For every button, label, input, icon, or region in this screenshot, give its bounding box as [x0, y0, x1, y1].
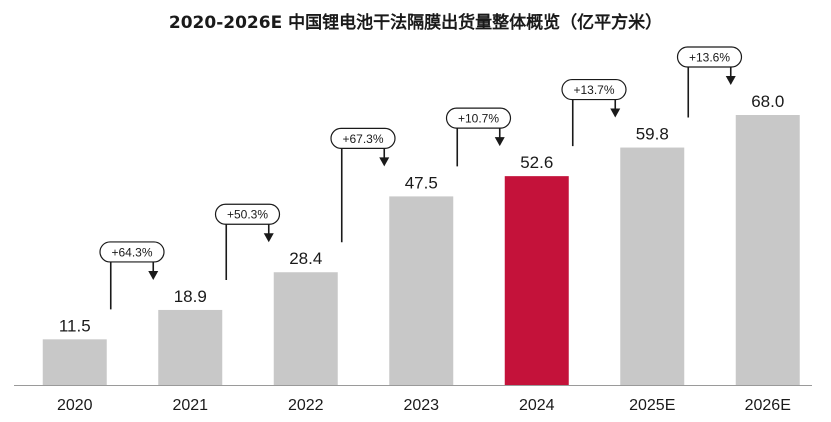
growth-pill	[99, 241, 165, 263]
growth-pill	[445, 107, 512, 129]
bar-2023	[389, 196, 454, 385]
x-tick-2023: 2023	[403, 397, 439, 414]
value-label-2020: 11.5	[59, 316, 91, 335]
bar-2025E	[620, 147, 685, 385]
bar-2020	[42, 339, 107, 385]
x-tick-2022: 2022	[288, 397, 324, 414]
arrow-head-icon	[148, 270, 159, 280]
value-label-2022: 28.4	[289, 249, 322, 268]
growth-pill	[561, 78, 627, 101]
chart-title: 2020-2026E 中国锂电池干法隔膜出货量整体概览（亿平方米）	[168, 13, 663, 33]
value-label-2025E: 59.8	[636, 125, 669, 144]
bar-2024	[504, 176, 569, 385]
growth-label-2026E: +13.6%	[689, 51, 730, 65]
growth-connector-2025E: +13.7%	[561, 78, 627, 147]
value-label-2023: 47.5	[405, 173, 438, 192]
growth-pill	[214, 203, 281, 225]
arrow-head-icon	[610, 108, 621, 118]
growth-connector-2026E: +13.6%	[676, 46, 743, 118]
x-tick-2025E: 2025E	[629, 397, 675, 414]
growth-label-2025E: +13.7%	[573, 83, 614, 97]
bar-2022	[273, 272, 338, 385]
x-tick-2021: 2021	[172, 397, 208, 414]
bar-2021	[158, 309, 223, 385]
growth-connector-2024: +10.7%	[445, 107, 512, 167]
arrow-head-icon	[725, 76, 736, 85]
growth-label-2024: +10.7%	[458, 112, 499, 126]
growth-connector-2023: +67.3%	[330, 127, 396, 243]
growth-label-2023: +67.3%	[342, 132, 383, 146]
growth-connector-2021: +64.3%	[99, 241, 165, 310]
growth-label-2021: +64.3%	[111, 245, 152, 259]
growth-label-2022: +50.3%	[227, 208, 268, 222]
growth-connector-2022: +50.3%	[214, 203, 281, 280]
arrow-head-icon	[494, 137, 505, 147]
x-tick-2026E: 2026E	[745, 397, 791, 414]
value-label-2024: 52.6	[520, 153, 553, 172]
value-label-2026E: 68.0	[751, 92, 784, 111]
value-label-2021: 18.9	[174, 287, 207, 306]
growth-pill	[330, 127, 396, 149]
x-tick-2024: 2024	[519, 397, 555, 414]
arrow-head-icon	[379, 157, 390, 167]
arrow-head-icon	[263, 233, 274, 243]
x-tick-2020: 2020	[57, 397, 93, 414]
growth-pill	[676, 46, 743, 68]
bar-2026E	[735, 115, 800, 385]
growth-connector-line	[340, 137, 386, 243]
